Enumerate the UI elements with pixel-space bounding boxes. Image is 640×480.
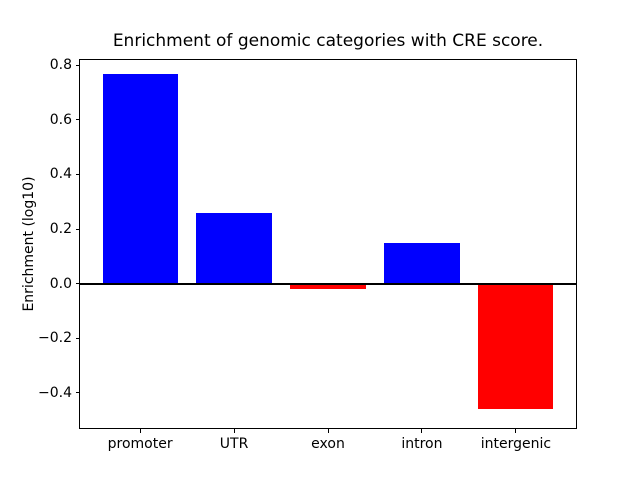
y-tick-label: −0.2 [38, 330, 72, 347]
bar-exon [290, 283, 366, 289]
y-axis-tick [76, 64, 80, 66]
x-axis-tick [233, 429, 235, 433]
y-tick-label: 0.2 [49, 221, 72, 237]
zero-baseline [80, 282, 576, 285]
x-tick-label-intergenic: intergenic [480, 436, 552, 452]
y-axis-tick [76, 283, 80, 285]
y-axis-tick [76, 228, 80, 230]
bar-intron [384, 242, 460, 284]
y-axis-tick [76, 392, 80, 394]
y-tick-label: 0.4 [49, 166, 72, 183]
plot-area [79, 59, 577, 429]
y-tick-label: −0.4 [38, 384, 72, 401]
chart-title: Enrichment of genomic categories with CR… [112, 31, 544, 51]
bar-UTR [196, 212, 272, 284]
x-axis-tick [421, 429, 423, 433]
x-axis-tick [139, 429, 141, 433]
y-tick-label: 0.0 [49, 275, 72, 292]
y-axis-tick [76, 337, 80, 339]
x-tick-label-exon: exon [311, 436, 345, 452]
x-tick-label-UTR: UTR [219, 436, 249, 452]
y-tick-label: 0.6 [49, 111, 72, 128]
x-axis-tick [327, 429, 329, 433]
y-axis-tick [76, 173, 80, 175]
bar-intergenic [478, 283, 554, 409]
x-axis-tick [515, 429, 517, 433]
x-tick-label-intron: intron [401, 436, 443, 452]
y-axis-tick [76, 119, 80, 121]
y-tick-label: 0.8 [49, 57, 72, 74]
bar-promoter [102, 73, 178, 284]
x-tick-label-promoter: promoter [107, 436, 173, 452]
